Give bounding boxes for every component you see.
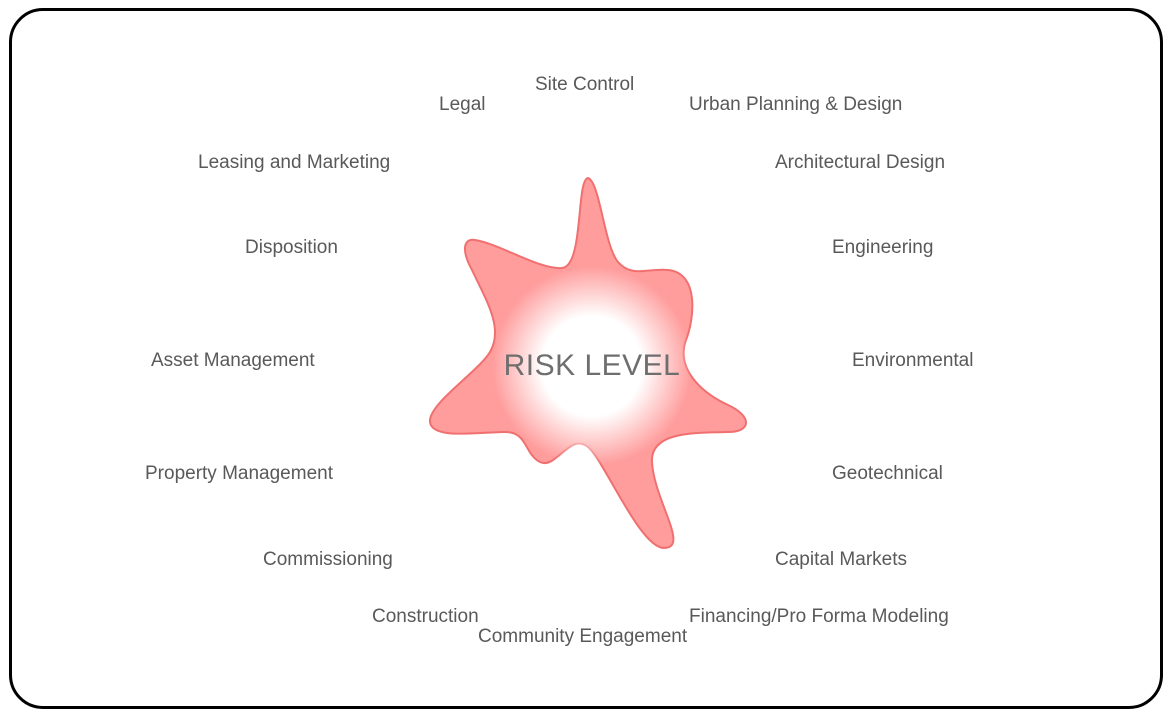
label-engineering: Engineering: [832, 237, 934, 258]
label-property-management: Property Management: [145, 463, 333, 484]
label-site-control: Site Control: [535, 74, 635, 95]
label-asset-management: Asset Management: [151, 350, 315, 371]
label-legal: Legal: [439, 94, 486, 115]
label-construction: Construction: [372, 606, 479, 627]
label-commissioning: Commissioning: [263, 549, 393, 570]
label-disposition: Disposition: [245, 237, 338, 258]
label-geotechnical: Geotechnical: [832, 463, 943, 484]
label-urban-planning-design: Urban Planning & Design: [689, 94, 903, 115]
label-architectural-design: Architectural Design: [775, 152, 946, 173]
label-capital-markets: Capital Markets: [775, 549, 907, 570]
label-leasing-marketing: Leasing and Marketing: [198, 152, 391, 173]
label-environmental: Environmental: [852, 350, 974, 371]
center-glow: [492, 266, 692, 466]
label-financing-pro-forma: Financing/Pro Forma Modeling: [689, 606, 949, 627]
center-label: RISK LEVEL: [503, 349, 681, 382]
label-community-engagement: Community Engagement: [478, 626, 688, 647]
